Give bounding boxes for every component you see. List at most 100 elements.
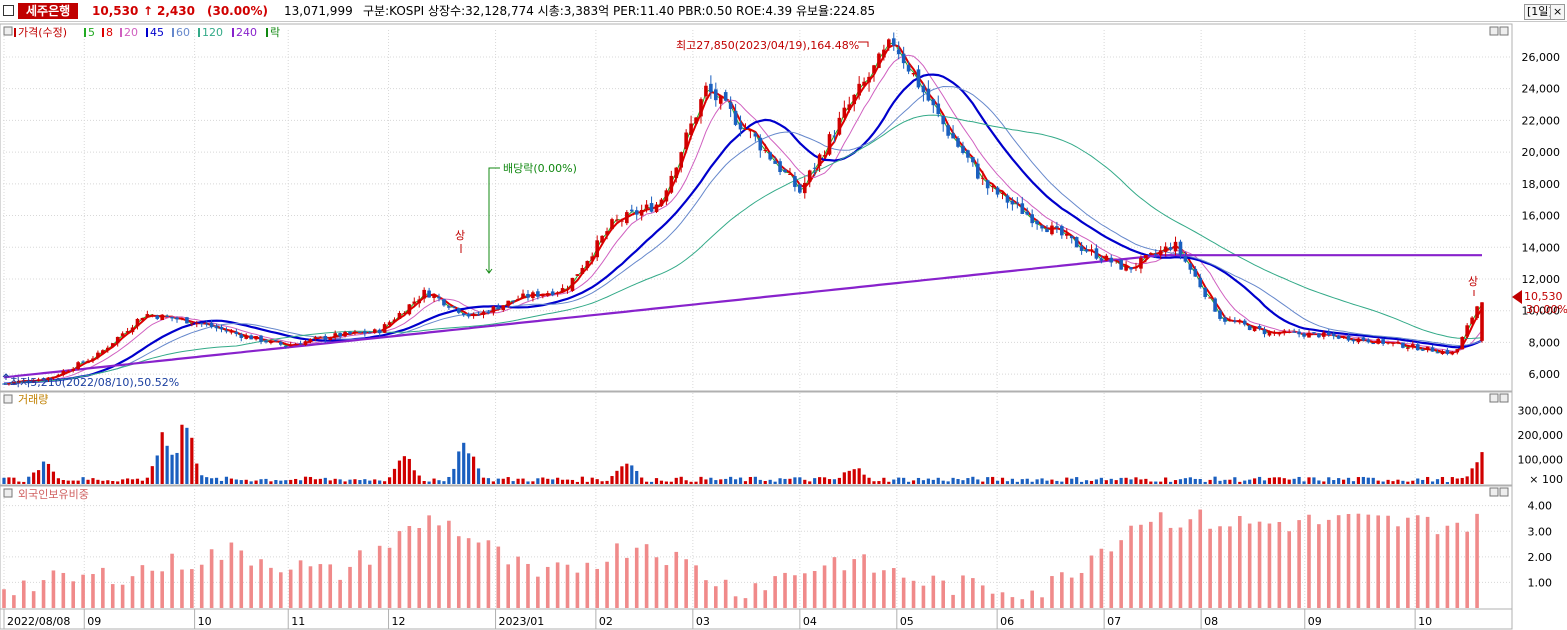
- volume-bar: [150, 466, 154, 484]
- candle-body: [145, 314, 150, 317]
- candle-body: [595, 240, 599, 258]
- foreign-ratio-bar: [190, 569, 194, 608]
- foreign-ratio-bar: [783, 572, 787, 608]
- foreign-ratio-bar: [407, 526, 412, 608]
- candle-body: [956, 138, 960, 147]
- price-change-pct: (30.00%): [207, 4, 268, 18]
- volume-bar: [462, 442, 466, 484]
- price-change: 2,430: [157, 4, 195, 18]
- foreign-ratio-bar: [862, 554, 866, 608]
- foreign-ratio-bar: [1336, 515, 1341, 608]
- candle-body: [1010, 200, 1015, 205]
- candle-body: [1040, 225, 1044, 229]
- stock-name-badge[interactable]: 세주은행: [18, 3, 79, 19]
- volume-bar: [1099, 477, 1103, 484]
- candle-body: [86, 360, 90, 363]
- foreign-ratio-bar: [793, 575, 797, 608]
- dividend-arrow-icon: [485, 167, 500, 274]
- foreign-ratio-bar: [318, 564, 323, 608]
- candle-body: [570, 277, 575, 291]
- candle-body: [506, 300, 511, 306]
- volume-bar: [560, 479, 565, 484]
- candle-body: [1247, 325, 1252, 331]
- candle-body: [798, 184, 802, 193]
- candle-body: [644, 204, 649, 209]
- candle-body: [906, 65, 911, 72]
- foreign-panel-menu-icon[interactable]: [3, 488, 13, 498]
- legend-ma-label: 60: [176, 26, 190, 39]
- price-tick-label: 16,000: [1522, 210, 1561, 223]
- candle-body: [392, 319, 397, 323]
- candle-body: [303, 341, 308, 346]
- candle-body: [471, 313, 476, 316]
- volume-bar: [308, 476, 313, 484]
- foreign-ratio-bar: [259, 559, 263, 608]
- volume-bar: [412, 470, 416, 484]
- candle-body: [447, 306, 451, 308]
- volume-bar: [46, 463, 51, 484]
- volume-bar: [190, 437, 194, 484]
- foreign-ratio-bar: [654, 557, 659, 608]
- volume-bar: [645, 481, 649, 484]
- foreign-ratio-bar: [852, 559, 857, 608]
- volume-panel-menu-icon[interactable]: [3, 394, 13, 404]
- volume-bar: [1198, 478, 1202, 484]
- foreign-ratio-bar: [308, 566, 313, 608]
- candle-body: [941, 116, 945, 125]
- date-tick-label: 09: [87, 615, 101, 628]
- candle-body: [714, 89, 718, 101]
- ma-line-45: [3, 73, 1483, 385]
- candle-body: [1168, 247, 1173, 250]
- foreign-ratio-bar: [634, 547, 639, 608]
- price-panel-controls[interactable]: [1489, 26, 1509, 36]
- foreign-ratio-bar: [249, 565, 253, 608]
- volume-panel-controls[interactable]: [1489, 393, 1509, 403]
- candle-body: [783, 169, 787, 173]
- candle-body: [887, 39, 891, 48]
- volume-bar: [595, 479, 599, 484]
- date-tick-label: 03: [696, 615, 710, 628]
- foreign-ratio-bar: [625, 557, 629, 608]
- legend-ma-label: 8: [106, 26, 113, 39]
- ma-line-240: [3, 254, 1482, 379]
- volume-bar: [719, 479, 723, 484]
- close-button[interactable]: ×: [1550, 4, 1566, 20]
- volume-bar: [180, 424, 184, 484]
- price-panel-menu-icon[interactable]: [3, 26, 13, 36]
- volume-bar: [1426, 476, 1430, 484]
- candle-body: [585, 260, 590, 269]
- foreign-label: 외국인보유비중: [18, 488, 89, 501]
- volume-bar: [71, 480, 75, 484]
- candle-body: [649, 203, 654, 212]
- volume-bar: [1277, 477, 1281, 484]
- candle-body: [209, 322, 214, 328]
- candle-body: [1425, 346, 1430, 350]
- candle-body: [442, 299, 446, 306]
- legend-swatch: [14, 28, 16, 37]
- foreign-ratio-bar: [120, 584, 125, 608]
- volume-bar: [1282, 478, 1286, 484]
- volume-bar: [402, 456, 406, 484]
- volume-bar: [1327, 477, 1331, 484]
- candle-body: [259, 335, 263, 342]
- volume-bar: [1361, 476, 1365, 484]
- foreign-ratio-bar: [456, 536, 461, 608]
- volume-bar: [140, 480, 145, 484]
- foreign-panel-controls[interactable]: [1489, 487, 1509, 497]
- candle-body: [1163, 246, 1168, 252]
- volume-bar: [486, 478, 491, 484]
- volume-bar: [931, 479, 935, 484]
- foreign-ratio-bar: [526, 563, 530, 608]
- volume-bar: [1351, 481, 1356, 484]
- price-legend: 가격(수정) 5 8 20 45 60 120 240 락: [14, 26, 280, 39]
- date-tick-label: 11: [291, 615, 305, 628]
- stock-chart[interactable]: 26,000 24,000 22,000 20,000 18,000 16,000 14,0…: [0, 22, 1567, 630]
- foreign-ratio-bar: [239, 550, 244, 608]
- volume-bar: [1208, 479, 1212, 484]
- header-checkbox[interactable]: [3, 5, 14, 16]
- candle-body: [204, 323, 209, 325]
- foreign-ratio-bar: [1455, 522, 1460, 608]
- candle-body: [377, 329, 382, 334]
- current-price-pointer-icon: [1512, 290, 1522, 304]
- candle-body: [422, 289, 426, 299]
